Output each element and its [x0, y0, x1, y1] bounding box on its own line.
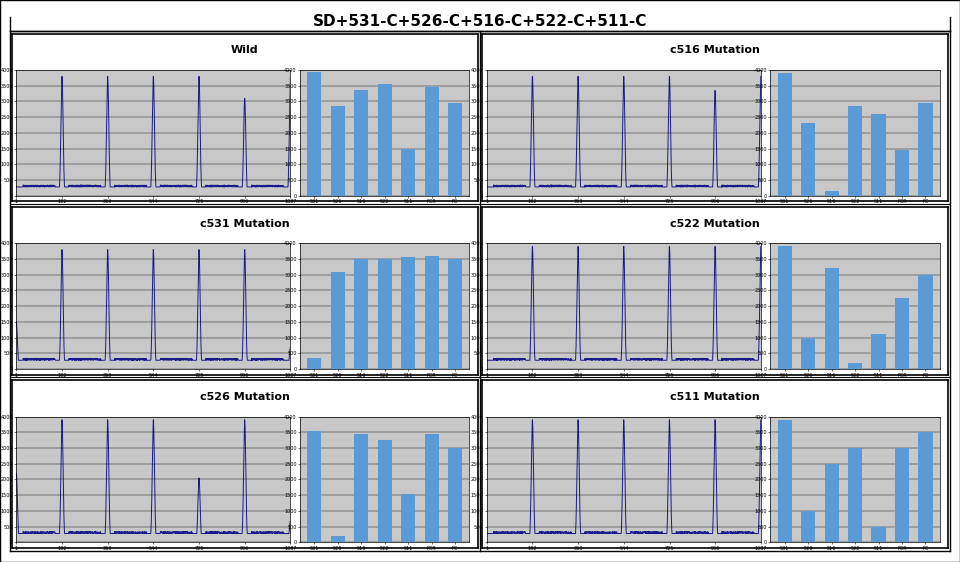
- Bar: [377, 259, 392, 369]
- Bar: [825, 191, 839, 196]
- Text: Wild: Wild: [231, 46, 258, 56]
- Bar: [848, 106, 862, 196]
- Bar: [825, 464, 839, 542]
- Bar: [424, 434, 439, 542]
- Bar: [872, 334, 885, 369]
- Bar: [307, 71, 322, 196]
- Bar: [448, 259, 462, 369]
- Bar: [377, 84, 392, 196]
- Bar: [919, 103, 932, 196]
- Bar: [330, 271, 345, 369]
- Bar: [872, 114, 885, 196]
- Bar: [848, 362, 862, 369]
- Bar: [919, 275, 932, 369]
- Bar: [330, 106, 345, 196]
- Bar: [354, 434, 369, 542]
- Text: c516 Mutation: c516 Mutation: [670, 46, 760, 56]
- Bar: [872, 527, 885, 542]
- Bar: [354, 90, 369, 196]
- Bar: [424, 87, 439, 196]
- Text: c526 Mutation: c526 Mutation: [200, 392, 290, 402]
- Text: c522 Mutation: c522 Mutation: [670, 219, 760, 229]
- Bar: [919, 432, 932, 542]
- Bar: [377, 440, 392, 542]
- Bar: [778, 247, 792, 369]
- Bar: [801, 511, 815, 542]
- Bar: [330, 536, 345, 542]
- Text: c531 Mutation: c531 Mutation: [200, 219, 290, 229]
- Text: SD+531-C+526-C+516-C+522-C+511-C: SD+531-C+526-C+516-C+522-C+511-C: [313, 14, 647, 29]
- Bar: [401, 148, 415, 196]
- Bar: [825, 269, 839, 369]
- Bar: [424, 256, 439, 369]
- Bar: [778, 73, 792, 196]
- Bar: [895, 150, 909, 196]
- Bar: [778, 420, 792, 542]
- Bar: [307, 358, 322, 369]
- Bar: [801, 124, 815, 196]
- Text: c511 Mutation: c511 Mutation: [670, 392, 760, 402]
- Bar: [401, 493, 415, 542]
- Bar: [401, 257, 415, 369]
- Bar: [307, 430, 322, 542]
- Bar: [895, 298, 909, 369]
- Bar: [354, 259, 369, 369]
- Bar: [448, 103, 462, 196]
- Bar: [895, 448, 909, 542]
- Bar: [448, 448, 462, 542]
- Bar: [801, 338, 815, 369]
- Bar: [848, 448, 862, 542]
